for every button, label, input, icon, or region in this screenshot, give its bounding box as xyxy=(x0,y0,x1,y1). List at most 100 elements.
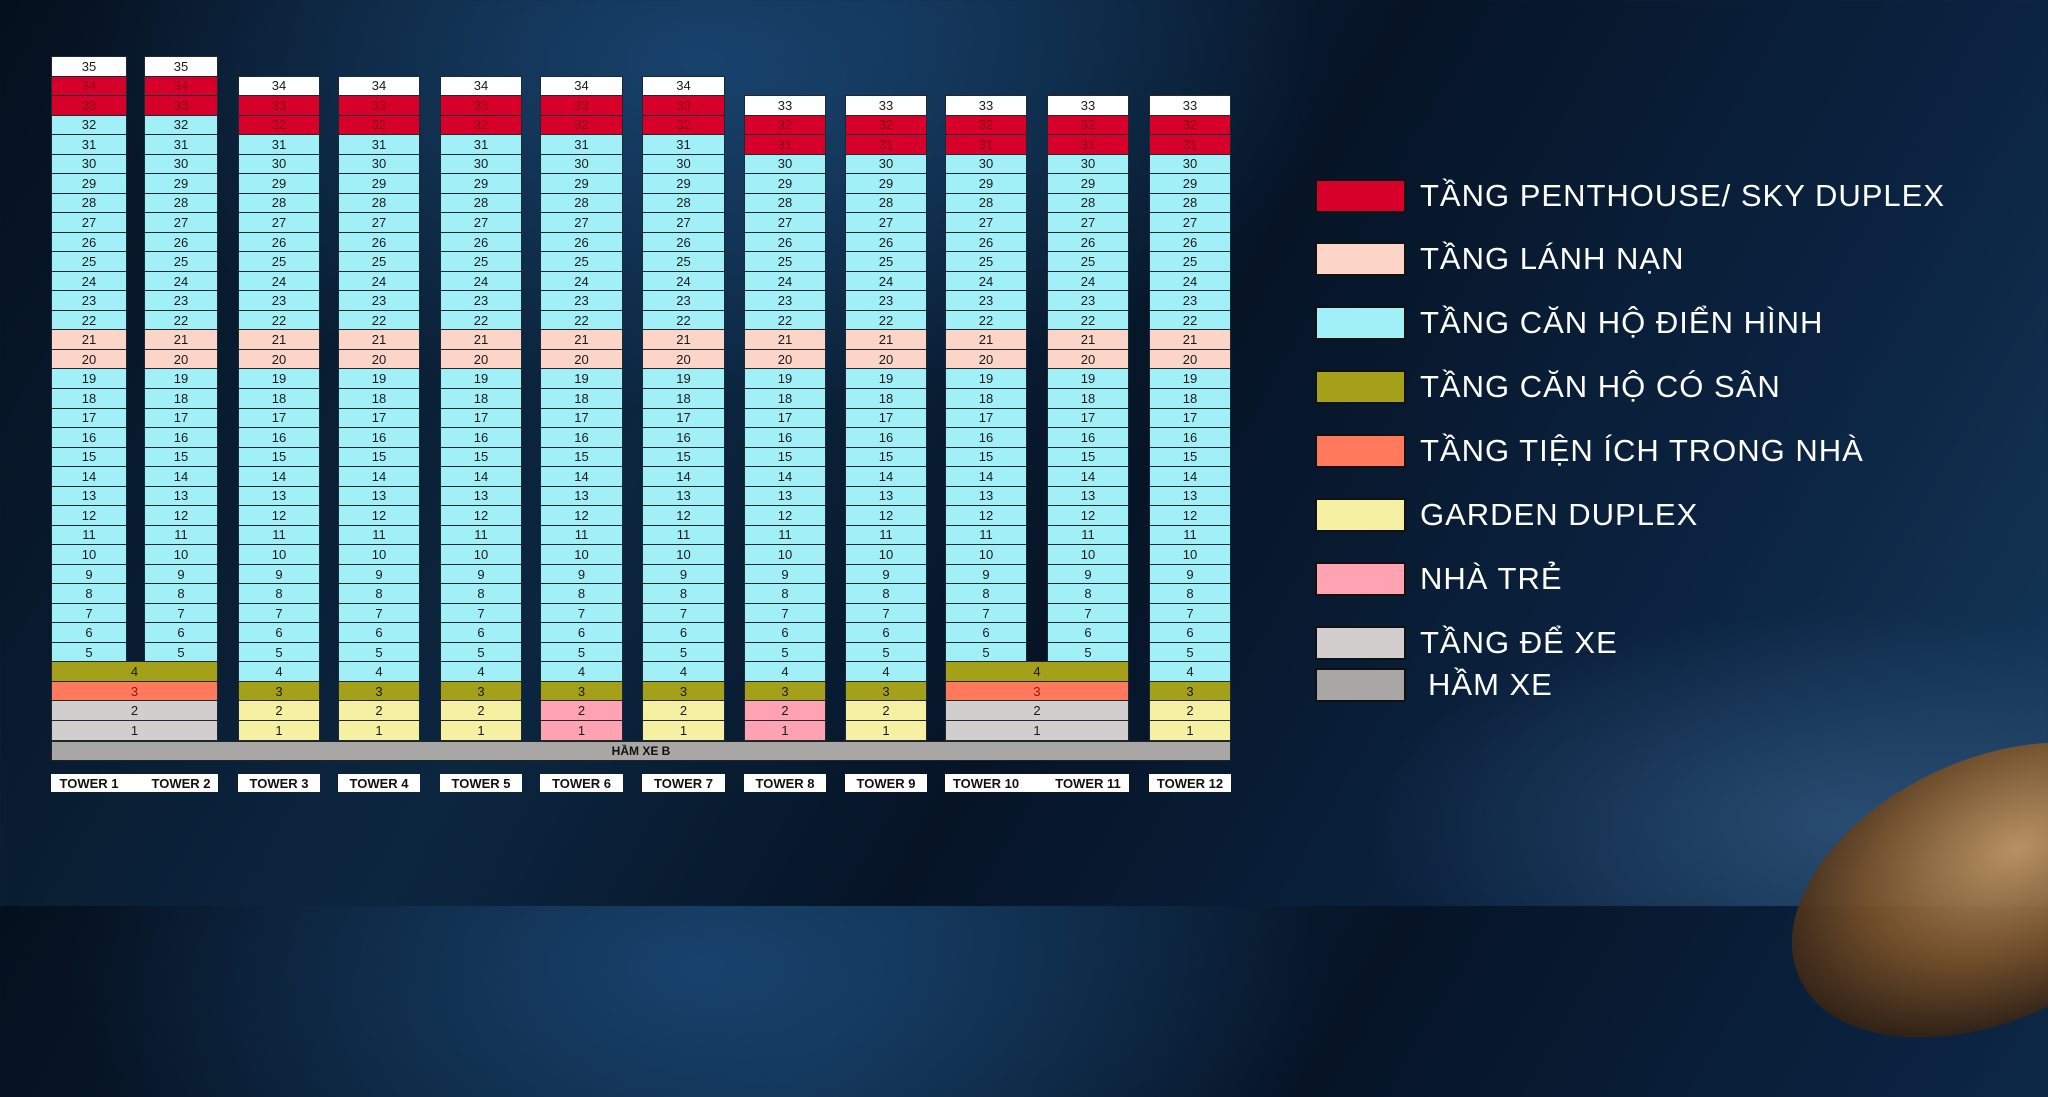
tower-10-floor-25-typical: 25 xyxy=(945,251,1027,272)
legend-swatch-kids xyxy=(1315,562,1406,596)
tower-8-floor-16-typical: 16 xyxy=(744,427,826,448)
tower-12-floor-3-yard: 3 xyxy=(1149,680,1231,702)
tower-1-floor-25-typical: 25 xyxy=(51,251,127,272)
legend-label: TẦNG TIỆN ÍCH TRONG NHÀ xyxy=(1420,433,1864,468)
tower-12-floor-28-typical: 28 xyxy=(1149,192,1231,214)
tower-3-floor-25-typical: 25 xyxy=(238,251,320,272)
tower-11-floor-14-typical: 14 xyxy=(1047,466,1129,487)
tower-1-floor-35-roof: 35 xyxy=(51,56,127,77)
tower-3-floor-7-typical: 7 xyxy=(238,602,320,624)
tower-6-floor-23-typical: 23 xyxy=(540,290,623,311)
tower-3-floor-8-typical: 8 xyxy=(238,583,320,604)
tower-4-floor-14-typical: 14 xyxy=(338,466,420,487)
tower-9-floor-29-typical: 29 xyxy=(845,173,927,194)
tower-6-floor-30-typical: 30 xyxy=(540,153,623,175)
tower-6-floor-24-typical: 24 xyxy=(540,270,623,292)
tower-2-floor-15-typical: 15 xyxy=(144,446,218,468)
tower-8-floor-4-typical: 4 xyxy=(744,661,826,682)
tower-6-floor-13-typical: 13 xyxy=(540,485,623,507)
tower-8-floor-8-typical: 8 xyxy=(744,583,826,604)
tower-3-floor-11-typical: 11 xyxy=(238,524,320,546)
tower-7-floor-31-typical: 31 xyxy=(642,134,725,155)
tower-12-floor-30-typical: 30 xyxy=(1149,153,1231,175)
tower-4-floor-30-typical: 30 xyxy=(338,153,420,175)
tower-7-floor-8-typical: 8 xyxy=(642,583,725,604)
legend-swatch-typical xyxy=(1315,306,1406,340)
tower-6-floor-12-typical: 12 xyxy=(540,505,623,526)
tower-6-floor-14-typical: 14 xyxy=(540,466,623,487)
tower-10-floor-17-typical: 17 xyxy=(945,407,1027,429)
podium-group-1-floor-1-parking: 1 xyxy=(51,720,218,741)
tower-7-floor-27-typical: 27 xyxy=(642,212,725,233)
tower-12-floor-11-typical: 11 xyxy=(1149,524,1231,546)
legend-swatch-refuge xyxy=(1315,242,1406,276)
tower-8-floor-14-typical: 14 xyxy=(744,466,826,487)
tower-3-floor-1-garden: 1 xyxy=(238,720,320,741)
tower-11-floor-28-typical: 28 xyxy=(1047,192,1129,214)
tower-11-floor-10-typical: 10 xyxy=(1047,544,1129,565)
tower-2-floor-23-typical: 23 xyxy=(144,290,218,311)
tower-7-floor-24-typical: 24 xyxy=(642,270,725,292)
tower-4-floor-24-typical: 24 xyxy=(338,270,420,292)
tower-5-floor-3-yard: 3 xyxy=(440,680,522,702)
tower-4-floor-25-typical: 25 xyxy=(338,251,420,272)
tower-9-floor-1-garden: 1 xyxy=(845,720,927,741)
tower-5-floor-16-typical: 16 xyxy=(440,427,522,448)
tower-2-floor-19-typical: 19 xyxy=(144,368,218,389)
tower-8-floor-7-typical: 7 xyxy=(744,602,826,624)
tower-12-floor-16-typical: 16 xyxy=(1149,427,1231,448)
tower-9-floor-33-roof: 33 xyxy=(845,95,927,116)
tower-7-floor-29-typical: 29 xyxy=(642,173,725,194)
tower-11-floor-30-typical: 30 xyxy=(1047,153,1129,175)
tower-2-floor-7-typical: 7 xyxy=(144,602,218,624)
legend-label: GARDEN DUPLEX xyxy=(1420,497,1699,532)
tower-9-floor-27-typical: 27 xyxy=(845,212,927,233)
tower-4-floor-15-typical: 15 xyxy=(338,446,420,468)
tower-12-floor-5-typical: 5 xyxy=(1149,641,1231,663)
tower-12-floor-29-typical: 29 xyxy=(1149,173,1231,194)
tower-2-floor-31-typical: 31 xyxy=(144,134,218,155)
tower-5-floor-29-typical: 29 xyxy=(440,173,522,194)
tower-8-floor-19-typical: 19 xyxy=(744,368,826,389)
tower-1-floor-22-typical: 22 xyxy=(51,309,127,331)
tower-8-floor-27-typical: 27 xyxy=(744,212,826,233)
tower-11-floor-9-typical: 9 xyxy=(1047,563,1129,585)
label-gap xyxy=(1027,774,1047,792)
tower-9-floor-14-typical: 14 xyxy=(845,466,927,487)
tower-7-floor-2-garden: 2 xyxy=(642,700,725,721)
tower-1-floor-13-typical: 13 xyxy=(51,485,127,507)
tower-5-floor-25-typical: 25 xyxy=(440,251,522,272)
tower-10-floor-33-roof: 33 xyxy=(945,95,1027,116)
tower-9-floor-3-yard: 3 xyxy=(845,680,927,702)
tower-6-floor-16-typical: 16 xyxy=(540,427,623,448)
tower-6-floor-17-typical: 17 xyxy=(540,407,623,429)
tower-8-floor-26-typical: 26 xyxy=(744,231,826,253)
legend-label: TẦNG LÁNH NẠN xyxy=(1420,241,1685,276)
tower-1-floor-30-typical: 30 xyxy=(51,153,127,175)
tower-10-floor-26-typical: 26 xyxy=(945,231,1027,253)
tower-3-floor-33-penthouse: 33 xyxy=(238,95,320,116)
tower-4-floor-10-typical: 10 xyxy=(338,544,420,565)
tower-7-floor-7-typical: 7 xyxy=(642,602,725,624)
tower-11-floor-8-typical: 8 xyxy=(1047,583,1129,604)
tower-11-floor-5-typical: 5 xyxy=(1047,641,1129,663)
tower-5-floor-24-typical: 24 xyxy=(440,270,522,292)
tower-12-floor-33-roof: 33 xyxy=(1149,95,1231,116)
tower-9-floor-4-typical: 4 xyxy=(845,661,927,682)
tower-8-floor-33-roof: 33 xyxy=(744,95,826,116)
tower-7-floor-11-typical: 11 xyxy=(642,524,725,546)
tower-2-floor-25-typical: 25 xyxy=(144,251,218,272)
legend-item-kids: NHÀ TRẺ xyxy=(1315,561,1563,597)
tower-5-floor-31-typical: 31 xyxy=(440,134,522,155)
tower-2-floor-34-penthouse: 34 xyxy=(144,75,218,97)
tower-2-floor-22-typical: 22 xyxy=(144,309,218,331)
tower-7-floor-34-roof: 34 xyxy=(642,75,725,97)
tower-3-floor-13-typical: 13 xyxy=(238,485,320,507)
tower-6-floor-11-typical: 11 xyxy=(540,524,623,546)
tower-8-floor-29-typical: 29 xyxy=(744,173,826,194)
tower-3-floor-16-typical: 16 xyxy=(238,427,320,448)
podium-group-1-floor-2-parking: 2 xyxy=(51,700,218,721)
tower-1-floor-24-typical: 24 xyxy=(51,270,127,292)
tower-10-floor-20-refuge: 20 xyxy=(945,348,1027,370)
tower-12-floor-12-typical: 12 xyxy=(1149,505,1231,526)
